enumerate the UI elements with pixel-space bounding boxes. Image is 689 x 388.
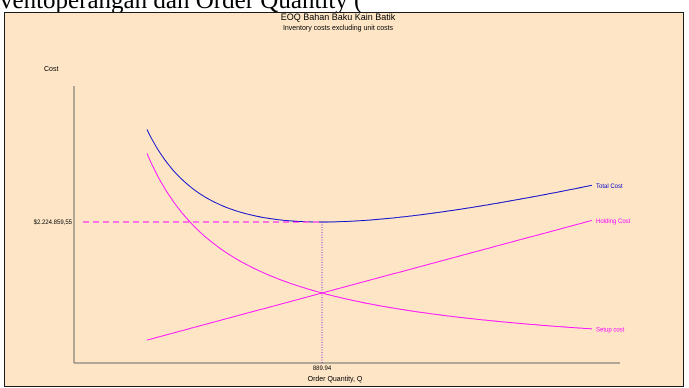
series-label-total: Total Cost bbox=[596, 184, 623, 190]
series-line-total bbox=[146, 129, 593, 223]
series-line-holding bbox=[146, 219, 593, 341]
cropped-page-heading: ventoper­angan dan Order Quantity ( bbox=[0, 0, 363, 14]
series-line-setup bbox=[146, 153, 593, 330]
chart-subtitle: Inventory costs excluding unit costs bbox=[283, 25, 394, 32]
optimal-q-tick-label: 889.94 bbox=[313, 366, 332, 372]
y-axis-label: Cost bbox=[44, 66, 58, 73]
chart-title: EOQ Bahan Baku Kain Batik bbox=[281, 12, 396, 22]
x-axis-label: Order Quantity, Q bbox=[308, 376, 363, 383]
series-label-holding: Holding Cost bbox=[596, 219, 631, 225]
min-cost-tick-label: $2.224.859,55 bbox=[34, 220, 73, 226]
series-label-setup: Setup cost bbox=[596, 327, 625, 333]
chart-frame bbox=[4, 12, 684, 387]
